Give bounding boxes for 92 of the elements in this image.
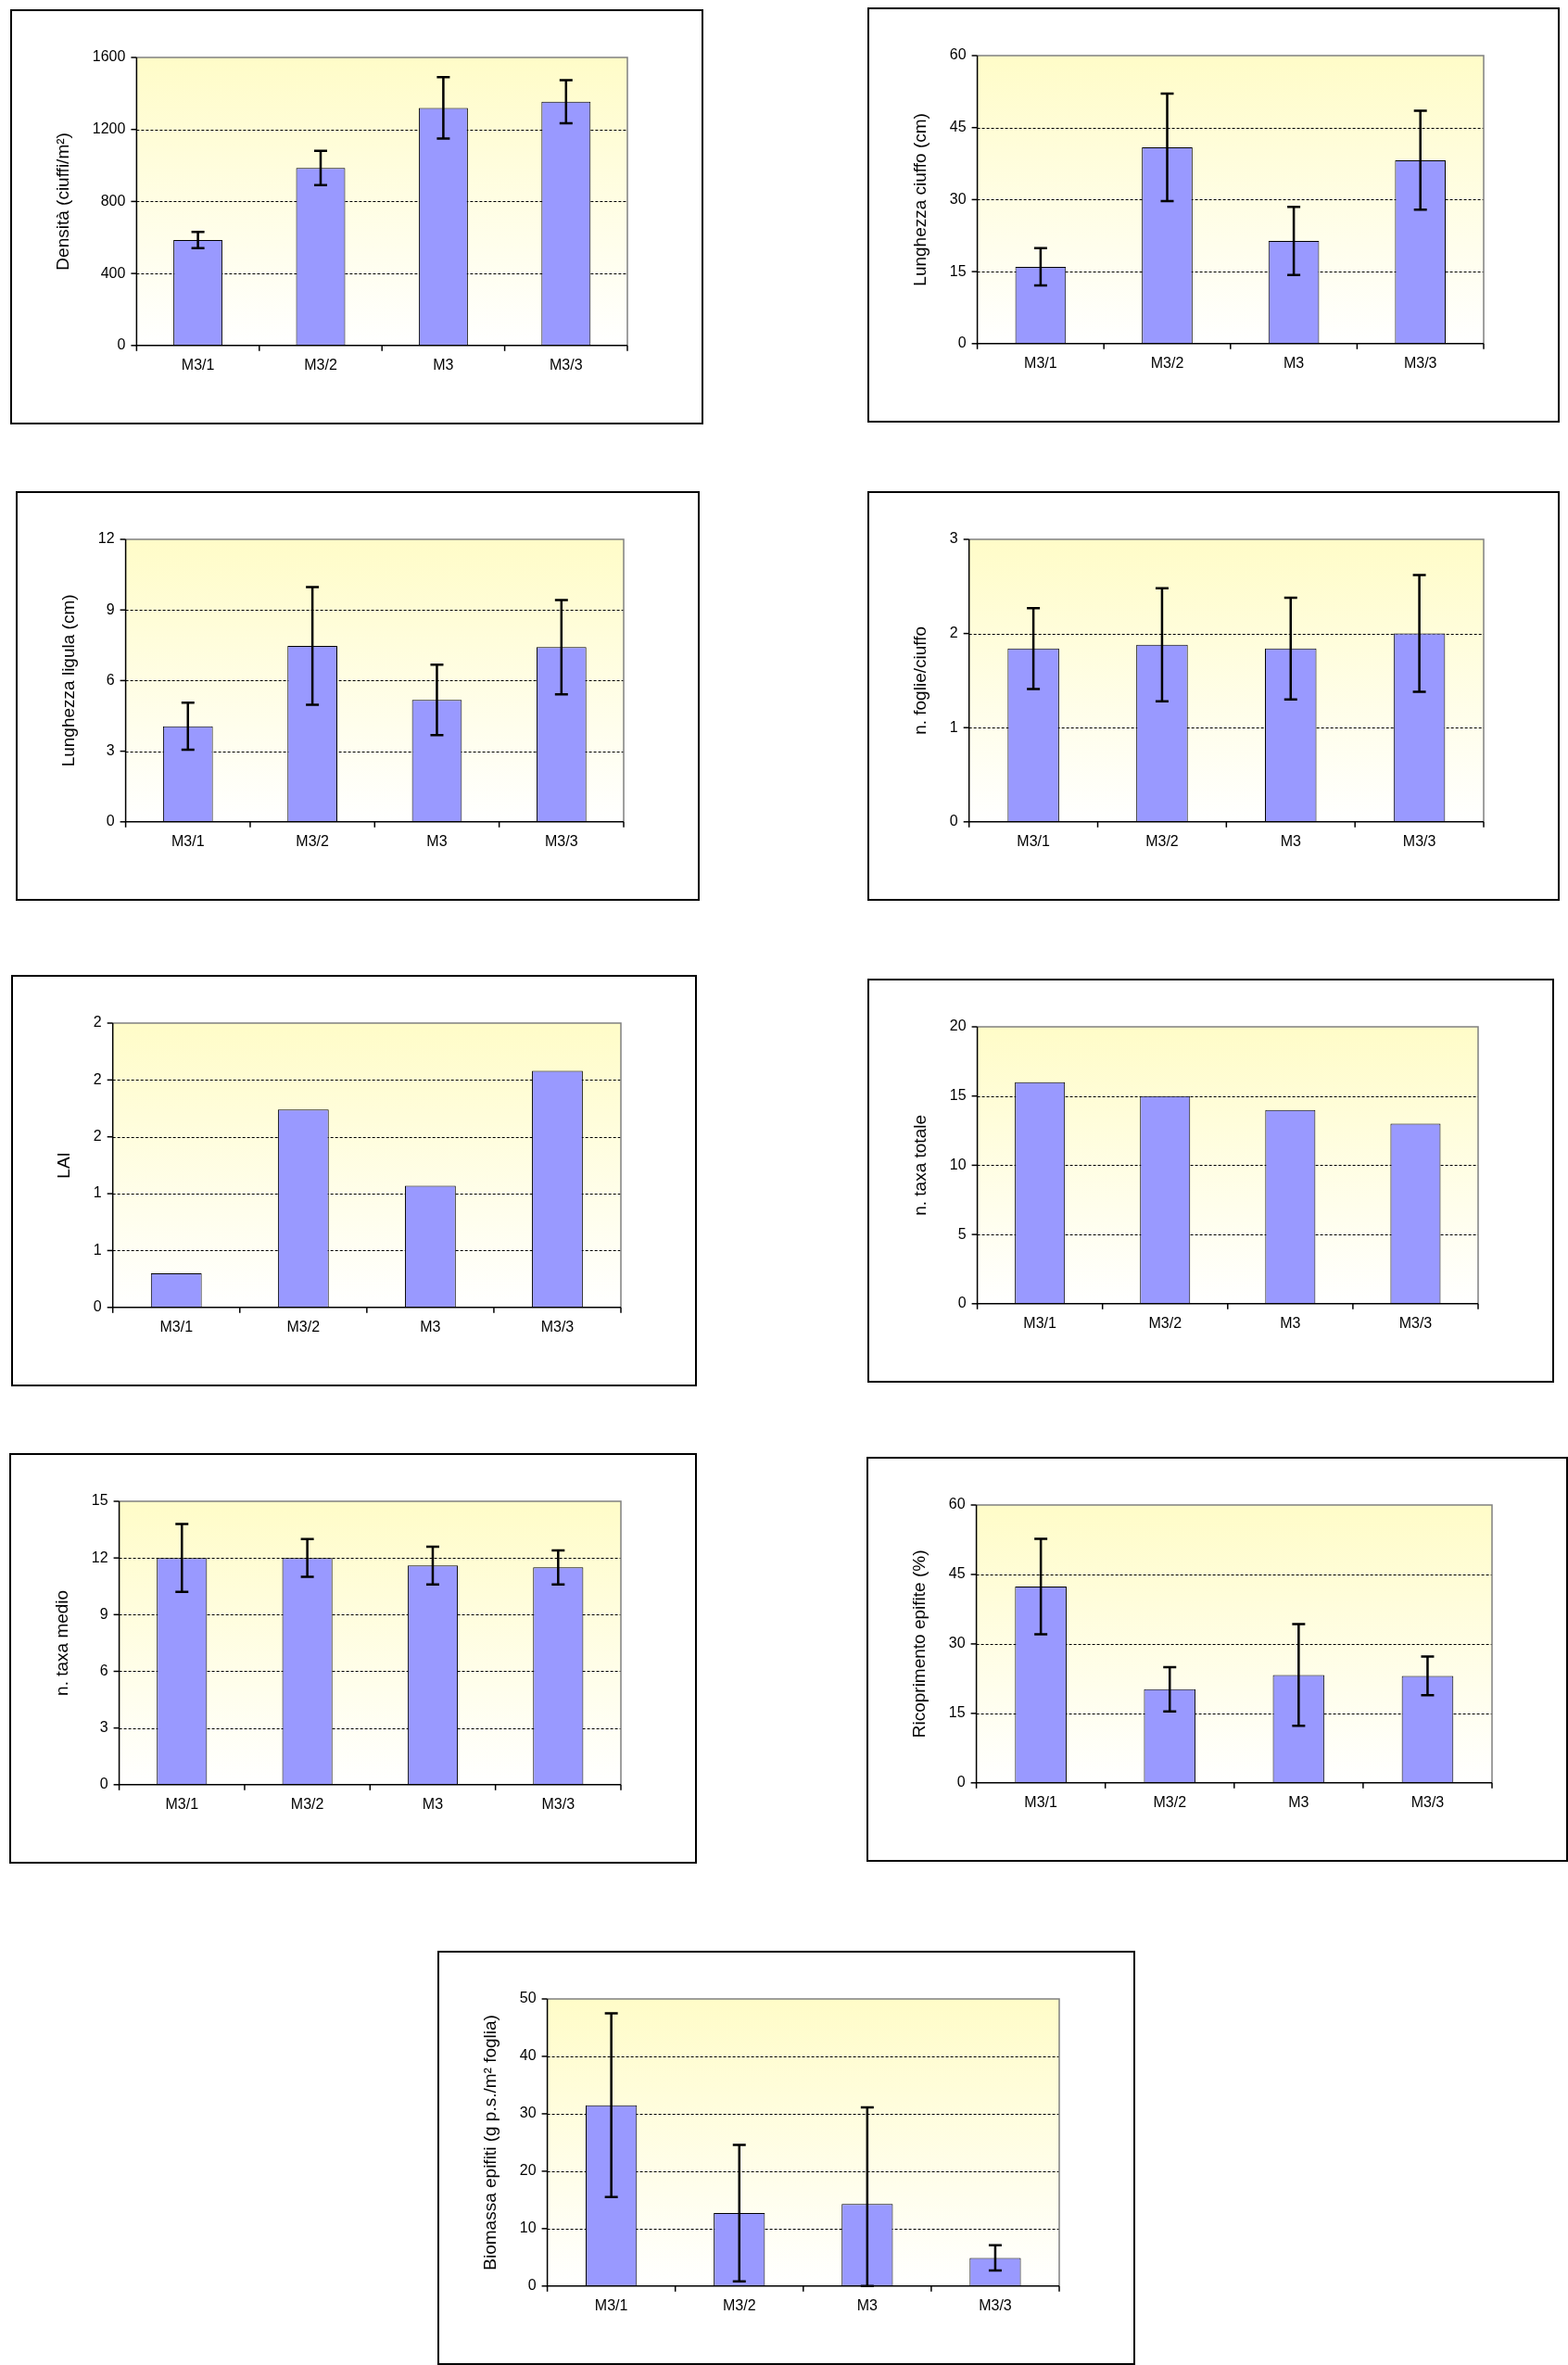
y-tick-label: 0 bbox=[93, 1298, 102, 1315]
x-tick-label: M3/2 bbox=[1153, 1793, 1187, 1810]
x-tick-label: M3 bbox=[1280, 832, 1301, 849]
y-tick-label: 50 bbox=[519, 1990, 537, 2006]
x-tick-label: M3/3 bbox=[1402, 832, 1436, 849]
y-axis-title: Biomassa epifiti (g p.s./m² foglia) bbox=[479, 2015, 499, 2270]
y-tick-label: 12 bbox=[97, 530, 115, 547]
y-axis-title: Densità (ciuffi/m²) bbox=[52, 133, 72, 271]
x-tick-label: M3/1 bbox=[181, 356, 215, 373]
x-tick-label: M3/3 bbox=[550, 356, 583, 373]
y-tick-label: 10 bbox=[519, 2220, 537, 2236]
x-tick-label: M3/2 bbox=[304, 356, 337, 373]
x-tick-label: M3 bbox=[422, 1795, 444, 1812]
y-tick-label: 6 bbox=[99, 1662, 108, 1678]
y-tick-label: 0 bbox=[949, 813, 958, 829]
x-tick-label: M3/1 bbox=[1017, 832, 1050, 849]
y-tick-label: 0 bbox=[117, 336, 126, 353]
y-tick-label: 15 bbox=[948, 1704, 966, 1721]
x-tick-label: M3/2 bbox=[1148, 1314, 1182, 1331]
y-tick-label: 45 bbox=[949, 119, 967, 135]
x-tick-label: M3/2 bbox=[296, 832, 330, 849]
y-tick-label: 3 bbox=[99, 1719, 108, 1736]
y-tick-label: 20 bbox=[519, 2162, 537, 2179]
y-tick-label: 10 bbox=[949, 1156, 967, 1172]
y-tick-label: 1 bbox=[949, 718, 958, 735]
x-tick-label: M3/1 bbox=[159, 1318, 194, 1334]
x-tick-label: M3 bbox=[1280, 1314, 1301, 1331]
x-tick-label: M3/3 bbox=[1398, 1314, 1433, 1331]
y-tick-label: 45 bbox=[948, 1565, 966, 1582]
x-tick-label: M3/1 bbox=[1023, 1314, 1057, 1331]
y-tick-label: 3 bbox=[106, 742, 115, 759]
x-tick-label: M3 bbox=[1288, 1793, 1309, 1810]
x-tick-label: M3/3 bbox=[979, 2296, 1012, 2313]
y-tick-label: 400 bbox=[100, 264, 126, 281]
y-axis-title: n. taxa medio bbox=[51, 1589, 71, 1696]
y-tick-label: 0 bbox=[106, 813, 115, 829]
y-tick-label: 60 bbox=[948, 1496, 966, 1512]
y-tick-label: 3 bbox=[949, 530, 958, 547]
y-tick-label: 12 bbox=[91, 1549, 108, 1565]
x-tick-label: M3/2 bbox=[1145, 832, 1179, 849]
x-tick-label: M3/1 bbox=[594, 2296, 628, 2313]
x-tick-label: M3/1 bbox=[1024, 354, 1057, 371]
x-tick-label: M3/1 bbox=[165, 1795, 199, 1812]
x-tick-label: M3/3 bbox=[545, 832, 578, 849]
x-tick-label: M3/3 bbox=[1410, 1793, 1445, 1810]
y-tick-label: 30 bbox=[948, 1635, 966, 1651]
x-tick-label: M3/2 bbox=[722, 2296, 756, 2313]
x-tick-label: M3/1 bbox=[171, 832, 205, 849]
x-tick-label: M3/2 bbox=[290, 1795, 324, 1812]
x-tick-label: M3/2 bbox=[286, 1318, 321, 1334]
y-tick-label: 1600 bbox=[92, 48, 126, 65]
y-axis-title: n. foglie/ciuffo bbox=[909, 626, 929, 735]
y-tick-label: 0 bbox=[99, 1776, 108, 1792]
y-tick-label: 0 bbox=[957, 1295, 967, 1311]
x-tick-label: M3/3 bbox=[1403, 354, 1437, 371]
x-tick-label: M3 bbox=[420, 1318, 441, 1334]
y-tick-label: 1200 bbox=[92, 120, 126, 137]
x-tick-label: M3/3 bbox=[540, 1318, 575, 1334]
x-tick-label: M3/2 bbox=[1150, 354, 1184, 371]
y-tick-label: 9 bbox=[106, 601, 115, 617]
y-tick-label: 2 bbox=[93, 1070, 102, 1087]
y-axis-title: LAI bbox=[53, 1152, 73, 1179]
y-axis-title: Lunghezza ligula (cm) bbox=[57, 594, 78, 767]
y-tick-label: 30 bbox=[949, 190, 967, 207]
y-tick-label: 800 bbox=[100, 192, 126, 209]
y-tick-label: 20 bbox=[949, 1018, 967, 1034]
y-tick-label: 0 bbox=[957, 335, 967, 351]
y-tick-label: 1 bbox=[93, 1184, 102, 1201]
y-tick-label: 2 bbox=[93, 1014, 102, 1031]
y-tick-label: 15 bbox=[949, 1087, 967, 1104]
y-axis-title: n. taxa totale bbox=[909, 1115, 929, 1216]
x-tick-label: M3/3 bbox=[541, 1795, 575, 1812]
y-tick-label: 15 bbox=[949, 262, 967, 279]
y-tick-label: 5 bbox=[957, 1225, 967, 1242]
y-tick-label: 40 bbox=[519, 2047, 537, 2064]
x-tick-label: M3 bbox=[426, 832, 448, 849]
y-tick-label: 9 bbox=[99, 1605, 108, 1622]
y-tick-label: 2 bbox=[93, 1128, 102, 1145]
y-tick-label: 0 bbox=[527, 2277, 537, 2294]
x-tick-label: M3 bbox=[856, 2296, 879, 2313]
x-tick-label: M3 bbox=[433, 356, 454, 373]
y-tick-label: 30 bbox=[519, 2105, 537, 2121]
y-axis-title: Ricoprimento epifite (%) bbox=[908, 1549, 929, 1739]
y-tick-label: 6 bbox=[106, 671, 115, 688]
x-tick-label: M3/1 bbox=[1024, 1793, 1058, 1810]
y-axis-title: Lunghezza ciuffo (cm) bbox=[909, 113, 929, 286]
x-tick-label: M3 bbox=[1283, 354, 1305, 371]
y-tick-label: 60 bbox=[949, 46, 967, 63]
y-tick-label: 2 bbox=[949, 625, 958, 641]
y-tick-label: 15 bbox=[91, 1492, 108, 1509]
y-tick-label: 1 bbox=[93, 1241, 102, 1258]
y-tick-label: 0 bbox=[956, 1774, 966, 1790]
